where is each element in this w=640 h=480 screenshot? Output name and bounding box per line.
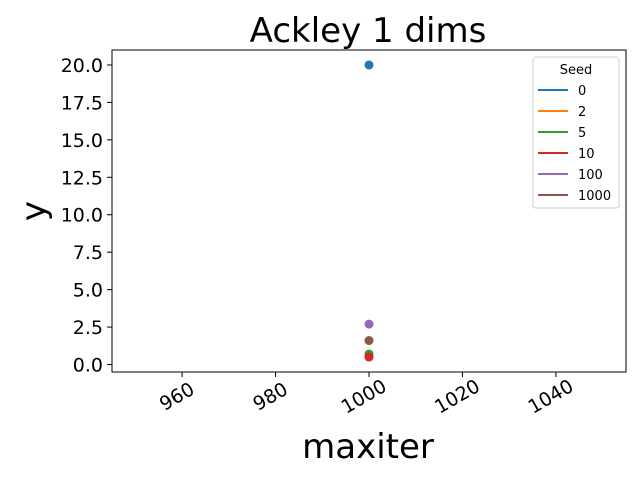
legend-label: 2	[578, 105, 586, 120]
point-seed-0	[364, 60, 374, 70]
legend-label: 0	[578, 84, 586, 99]
y-tick-label: 5.0	[73, 280, 103, 302]
point-seed-100	[364, 319, 374, 329]
x-tick-label: 980	[249, 378, 291, 415]
y-tick-label: 7.5	[73, 242, 103, 264]
scatter-points	[364, 60, 374, 362]
legend-box	[532, 56, 620, 209]
legend-title: Seed	[560, 63, 593, 78]
x-axis: 960 980 1000 1020 1040	[156, 372, 577, 418]
y-axis-label: y	[14, 201, 54, 221]
x-tick-label: 1020	[431, 375, 484, 418]
y-tick-label: 15.0	[61, 130, 103, 152]
y-tick-label: 10.0	[61, 205, 103, 227]
x-tick-label: 1000	[338, 375, 391, 418]
legend-label: 100	[578, 168, 603, 183]
point-seed-10	[364, 352, 374, 362]
legend-label: 10	[578, 147, 595, 162]
legend-label: 5	[578, 126, 586, 141]
point-seed-1000	[364, 336, 374, 346]
legend-label: 1000	[578, 189, 611, 204]
chart-title: Ackley 1 dims	[250, 11, 487, 51]
x-tick-label: 960	[156, 378, 198, 415]
x-tick-label: 1040	[524, 375, 577, 418]
x-axis-label: maxiter	[302, 427, 434, 467]
y-tick-label: 12.5	[61, 167, 103, 189]
y-tick-label: 2.5	[73, 317, 103, 339]
y-tick-label: 20.0	[61, 55, 103, 77]
y-tick-label: 0.0	[73, 355, 103, 377]
y-tick-label: 17.5	[61, 92, 103, 114]
legend: Seed 0 2 5 10 100 1000	[532, 56, 620, 209]
y-axis: 0.0 2.5 5.0 7.5 10.0 12.5 15.0 17.5 20.0	[61, 55, 112, 377]
